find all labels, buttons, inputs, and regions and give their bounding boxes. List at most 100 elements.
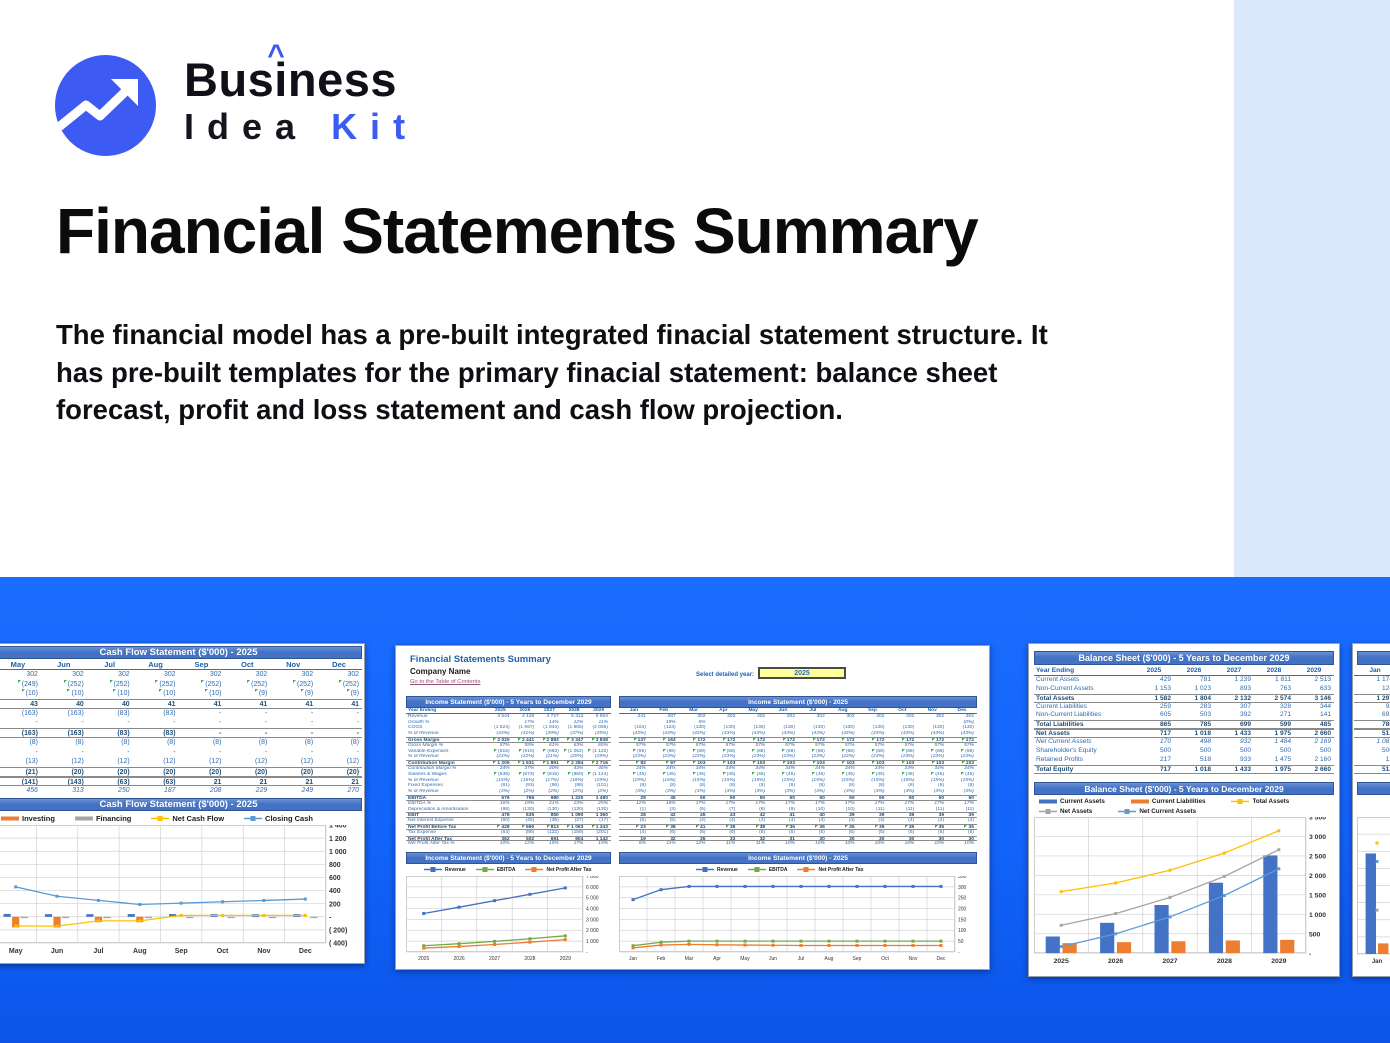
table-cell: (45) [858,772,888,778]
svg-text:Feb: Feb [657,956,666,962]
table-cell: - [912,719,915,725]
table-cell: 699 [1239,721,1251,729]
svg-text:200: 200 [958,906,967,912]
table-cell: (815) [488,749,513,755]
svg-text:-: - [1309,951,1311,958]
table-cell: 302 [935,713,945,719]
table-cell: 34% [934,765,945,771]
table-cell: (37%) [570,731,584,737]
table-cell: 2026 [519,708,531,713]
table-cell: (3%) [635,789,646,795]
table-cell: 302 [727,713,736,719]
table-cell: 605 [1159,711,1171,719]
table-row: 1 297 [1354,693,1390,703]
table-cell: 1 153 [1154,684,1171,692]
table-cell: 30 [879,836,885,841]
table-cell: 283 [1199,702,1211,710]
table-cell: (43%) [781,731,795,737]
table-cell: 302 [876,713,885,719]
table-cell: (163) [67,730,84,737]
svg-text:200: 200 [329,901,341,908]
table-cell: 518 [1199,755,1211,763]
table-cell: 41 [789,813,795,818]
table-cell: 61% [548,742,559,748]
income-monthly-chart-header: Income Statement ($'000) - 2025 [619,852,977,864]
legend-swatch-icon [424,867,442,872]
income-monthly-chart-legend: Revenue EBITDA Net Profit After Tax [696,865,863,874]
table-cell: (252) [41,680,87,690]
svg-text:1 000: 1 000 [1309,912,1326,919]
table-cell: (2%) [573,789,584,795]
table-cell: 428 [488,825,513,829]
table-cell: (5) [669,818,676,824]
table-cell: Oct [241,660,254,669]
table-row: EBITDA 576 765 980 1 220 1 490 [406,794,611,801]
table-cell: 302 [756,713,766,719]
table-cell: (43%) [811,731,825,737]
table-cell: (8) [75,738,84,746]
table-row: 512 [1354,729,1390,739]
table-cell: (43%) [752,731,766,737]
table-row: 124 [1354,685,1390,694]
table-cell: (27) [574,818,584,824]
table-cell: 19% [598,841,608,847]
table-cell: 172 [708,738,738,742]
income-annual-table: Year Ending 2025 2026 2027 2028 2029 Revenue 3 … [406,708,611,847]
table-cell: 259 [1159,702,1171,710]
table-cell: 50 [700,795,706,800]
table-cell: - [219,719,222,727]
table-cell: (0%) [963,719,974,725]
table-cell: (55) [619,749,649,755]
table-cell: (19%) [594,777,608,783]
table-row: Current Assets 429 781 1 239 1 811 2 513 [1034,676,1334,685]
trend-arrow-icon [55,79,138,136]
legend-item: Revenue [424,866,466,873]
toc-link[interactable]: Go to the Table of Contents [410,679,481,685]
table-cell: Jun [778,708,788,713]
table-cell: 302 [786,713,795,719]
table-row: (10) (10) (10) (10) (10) (9) (9) (9) [0,689,362,699]
svg-text:Jan: Jan [1372,959,1383,965]
table-cell: (13) [25,758,38,766]
table-cell: (12) [163,758,176,766]
table-cell: (68) [828,749,858,755]
row-label: Shareholder's Equity [1036,747,1097,755]
svg-text:1 000: 1 000 [329,849,347,856]
svg-text:Sep: Sep [853,956,862,962]
svg-text:Sep: Sep [175,948,188,955]
table-cell: (8) [304,738,314,746]
table-cell: 97 [649,761,679,765]
table-cell: 302 [209,671,222,678]
table-cell: - [81,748,84,756]
table-row: 34% 34% 34% 34% 34% 34% 34% 34% 34% 34% 34% 34% [619,766,977,772]
table-cell: 10% [499,841,510,847]
table-row: (21) (20) (20) (20) (20) (20) (20) (20) [0,766,362,777]
table-cell: 43 [729,813,736,818]
legend-item: EBITDA [475,866,515,873]
table-cell: - [644,719,646,725]
table-cell: 302 [816,713,825,719]
table-cell: (815) [537,772,562,778]
table-cell: 635 [526,813,535,818]
table-cell: (10) [87,689,133,699]
table-cell: (23%) [752,754,766,760]
table-cell: 41 [679,825,709,829]
table-cell: 103 [947,761,977,765]
svg-text:2026: 2026 [1108,958,1123,965]
table-cell: (23%) [496,754,510,760]
table-cell: 41 [213,701,222,708]
table-cell: 5% [698,719,706,725]
legend-swatch-icon [475,867,494,872]
table-cell: Feb [659,708,669,713]
table-cell: 40 [819,813,825,818]
detailed-year-input[interactable]: 2025 [758,667,846,679]
table-cell: 57% [785,742,795,748]
table-cell: 287 [667,713,676,719]
table-cell: 34% [499,765,510,771]
table-row: Non-Current Assets 1 153 1 023 893 763 633 [1034,685,1334,694]
table-row: Current Liabilities 259 283 307 328 344 [1034,703,1334,712]
table-cell: - [264,709,268,717]
table-row: Jan Feb Mar Apr May Jun Jul Aug Sep Oct Nov Dec [619,708,977,714]
table-cell: - [310,709,314,717]
